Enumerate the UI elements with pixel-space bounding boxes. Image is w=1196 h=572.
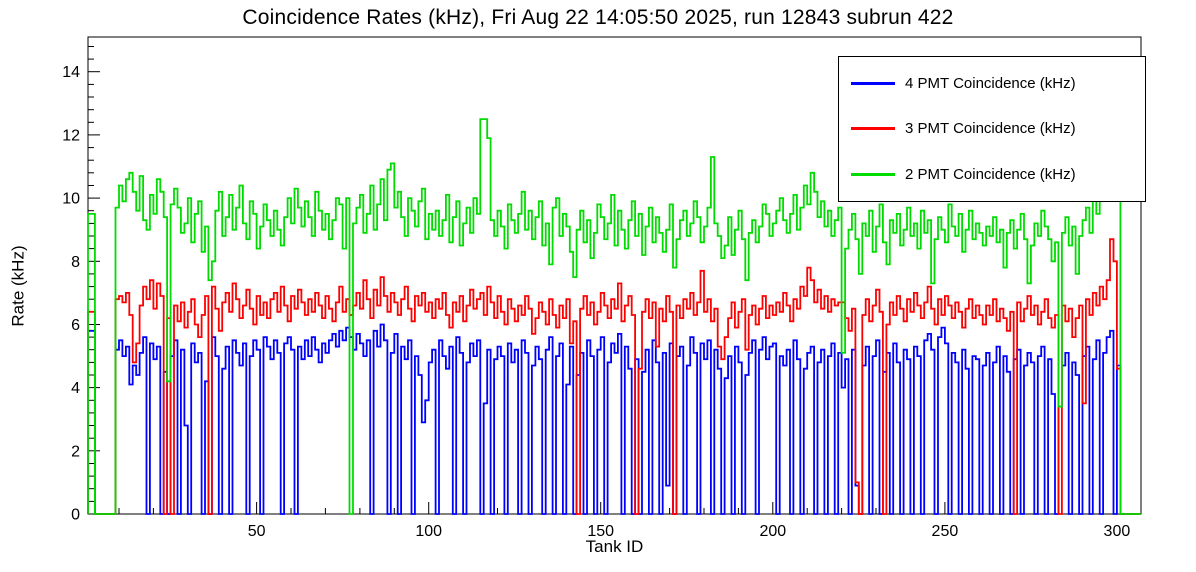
legend-line-4pmt-icon: [851, 82, 895, 86]
legend-label-4pmt: 4 PMT Coincidence (kHz): [905, 75, 1076, 93]
svg-text:6: 6: [71, 317, 80, 334]
x-axis: [118, 502, 1118, 514]
legend-entry-4pmt: 4 PMT Coincidence (kHz): [839, 75, 1145, 92]
svg-text:100: 100: [415, 523, 442, 540]
legend-label-3pmt: 3 PMT Coincidence (kHz): [905, 120, 1076, 138]
x-tick-labels: 50 100 150 200 250 300: [248, 523, 1131, 540]
svg-text:12: 12: [62, 127, 80, 144]
svg-text:2: 2: [71, 443, 80, 460]
svg-text:10: 10: [62, 191, 80, 208]
svg-text:8: 8: [71, 254, 80, 271]
series-2pmt: [87, 118, 1141, 515]
svg-text:200: 200: [759, 523, 786, 540]
y-tick-labels: 0 2 4 6 8 10 12 14: [62, 64, 80, 523]
chart-title: Coincidence Rates (kHz), Fri Aug 22 14:0…: [242, 6, 954, 29]
legend-entry-3pmt: 3 PMT Coincidence (kHz): [839, 120, 1145, 137]
legend: 4 PMT Coincidence (kHz) 3 PMT Coincidenc…: [838, 56, 1146, 202]
legend-entry-2pmt: 2 PMT Coincidence (kHz): [839, 166, 1145, 183]
y-axis: [88, 46, 100, 515]
svg-text:4: 4: [71, 380, 80, 397]
svg-text:14: 14: [62, 64, 80, 81]
svg-text:150: 150: [587, 523, 614, 540]
svg-text:300: 300: [1104, 523, 1131, 540]
legend-label-2pmt: 2 PMT Coincidence (kHz): [905, 165, 1076, 183]
series-3pmt: [87, 238, 1141, 515]
svg-text:0: 0: [71, 507, 80, 524]
svg-text:50: 50: [248, 523, 266, 540]
x-axis-title: Tank ID: [585, 537, 644, 556]
legend-line-3pmt-icon: [851, 127, 895, 131]
series-4pmt: [87, 323, 1141, 515]
legend-line-2pmt-icon: [851, 172, 895, 176]
svg-text:250: 250: [932, 523, 959, 540]
